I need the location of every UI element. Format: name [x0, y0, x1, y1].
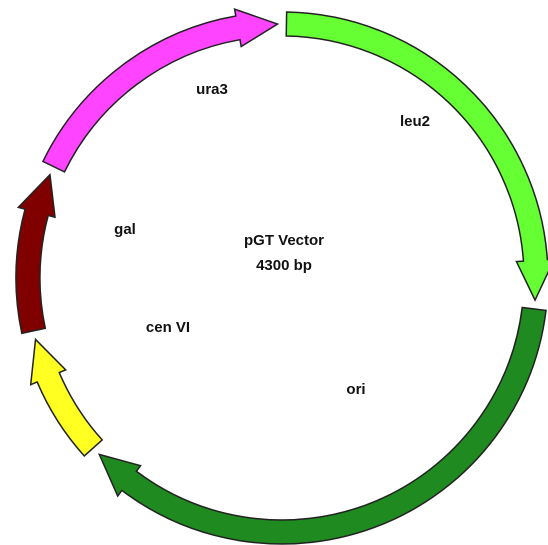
- feature-label: ura3: [196, 81, 228, 98]
- feature-label: leu2: [400, 113, 430, 130]
- feature-label: ori: [346, 381, 365, 398]
- vector-title: pGT Vector: [244, 232, 324, 249]
- ori-segment: [97, 306, 547, 545]
- yellow-segment: [29, 337, 104, 458]
- segments: [15, 8, 548, 545]
- ura3-segment: [41, 8, 280, 173]
- gal-segment: [15, 173, 56, 335]
- feature-label: gal: [114, 221, 136, 238]
- leu2-segment: [285, 11, 548, 302]
- vector-size: 4300 bp: [256, 257, 312, 274]
- feature-label: cen VI: [146, 319, 190, 336]
